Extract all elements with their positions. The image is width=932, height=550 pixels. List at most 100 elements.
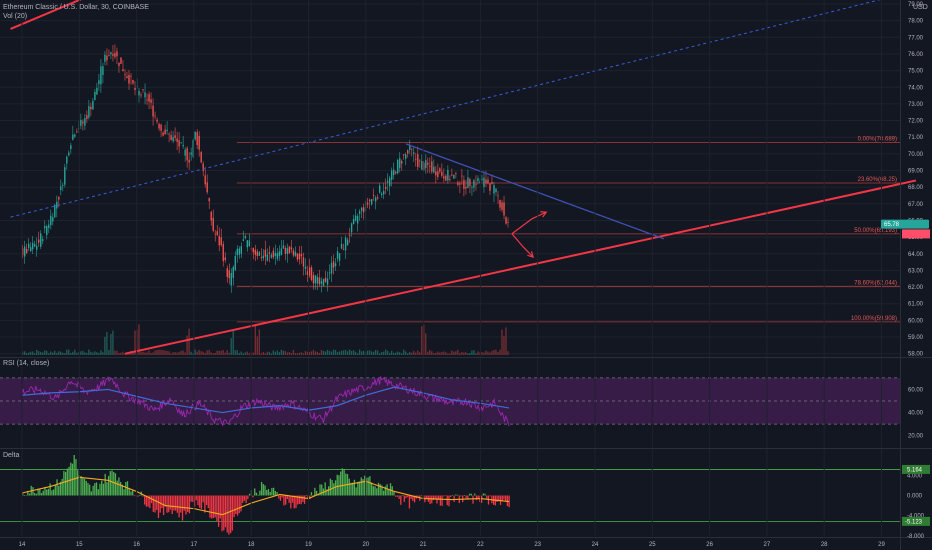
delta-bar xyxy=(77,470,79,496)
rsi-label[interactable]: RSI (14, close) xyxy=(3,360,50,367)
volume-bar xyxy=(210,352,212,355)
candle-body xyxy=(499,200,501,208)
volume-bar xyxy=(332,349,335,355)
delta-bar xyxy=(197,495,199,506)
delta-bar xyxy=(474,493,476,496)
volume-bar xyxy=(322,350,325,355)
candle-body xyxy=(222,244,224,262)
price-pane[interactable]: 0.00%(70.689) 23.60%(68.25) 50.00%(65.193)… xyxy=(0,0,917,355)
delta-bar xyxy=(195,495,197,501)
delta-bar xyxy=(505,495,507,502)
candle-body xyxy=(467,177,469,189)
volume-bar xyxy=(178,351,180,355)
delta-bar xyxy=(448,495,450,507)
delta-bar xyxy=(236,495,239,516)
delta-bar xyxy=(188,495,191,514)
candle-body xyxy=(44,226,46,229)
delta-bar xyxy=(219,495,221,519)
delta-bar xyxy=(85,480,87,496)
volume-bar xyxy=(116,350,118,355)
delta-bar xyxy=(119,481,122,496)
price-tick-label: 63.00 xyxy=(908,268,924,274)
volume-bar xyxy=(148,350,150,355)
delta-bar xyxy=(343,469,345,496)
volume-bar xyxy=(86,352,88,355)
delta-bar xyxy=(180,495,182,513)
delta-bar xyxy=(87,482,89,496)
delta-bar xyxy=(302,495,304,502)
volume-bar xyxy=(52,352,54,355)
delta-bar xyxy=(216,495,218,522)
volume-bar xyxy=(106,331,108,355)
delta-bar xyxy=(68,466,70,496)
delta-bar xyxy=(95,482,98,496)
volume-bar xyxy=(350,350,353,355)
delta-bar xyxy=(229,495,232,534)
rsi-pane[interactable] xyxy=(0,375,900,427)
price-tick-label: 72.00 xyxy=(908,119,924,125)
candle-body xyxy=(493,185,495,194)
candle-body xyxy=(32,242,34,250)
symbol-title[interactable]: Ethereum Classic / U.S. Dollar, 30, COIN… xyxy=(3,4,149,11)
delta-bar xyxy=(176,495,179,513)
delta-bar xyxy=(477,495,479,500)
candle-body xyxy=(84,118,86,126)
candle-body xyxy=(92,100,94,110)
delta-lower-tag xyxy=(902,516,930,526)
delta-bar xyxy=(326,489,328,496)
price-tick-label: 77.00 xyxy=(908,35,924,41)
candle-body xyxy=(473,180,475,188)
candle-body xyxy=(182,144,184,147)
volume-bar xyxy=(278,352,281,355)
volume-bar xyxy=(318,353,321,355)
delta-bar xyxy=(144,495,146,505)
delta-bar xyxy=(40,492,43,496)
delta-bar xyxy=(439,495,442,506)
delta-bar xyxy=(107,475,110,496)
fib-level-label: 50.00%(65.193) xyxy=(854,228,897,234)
volume-bar xyxy=(467,353,469,355)
candle-body xyxy=(138,90,140,96)
volume-bar xyxy=(102,352,104,355)
volume-bar xyxy=(346,351,349,355)
volume-bar xyxy=(352,350,355,355)
delta-bar xyxy=(281,495,283,498)
candle-body xyxy=(463,179,465,189)
delta-bar xyxy=(295,495,297,509)
delta-bar xyxy=(164,495,166,507)
delta-bar xyxy=(130,491,132,496)
volume-bar xyxy=(429,349,431,355)
delta-tick-label: 4.000 xyxy=(907,473,923,479)
volume-bar xyxy=(445,352,447,355)
candle-body xyxy=(501,202,503,210)
candle-body xyxy=(495,188,497,193)
volume-bar xyxy=(260,353,262,355)
volume-bar xyxy=(188,328,190,355)
volume-bar xyxy=(368,350,371,355)
candle-body xyxy=(204,175,206,185)
volume-bar xyxy=(32,351,34,355)
volume-bar xyxy=(112,330,114,355)
volume-bar xyxy=(461,351,463,355)
delta-bar xyxy=(434,495,436,500)
last-price-tag xyxy=(881,219,929,229)
volume-bar xyxy=(485,350,487,355)
volume-label[interactable]: Vol (20) xyxy=(3,13,28,20)
candle-body xyxy=(126,76,128,78)
delta-bar xyxy=(39,488,41,496)
candle-body xyxy=(258,252,261,256)
delta-bar xyxy=(56,479,58,496)
candle-body xyxy=(461,175,463,177)
volume-bar xyxy=(44,350,46,355)
delta-bar xyxy=(360,477,362,496)
volume-bar xyxy=(42,352,44,355)
candle-body xyxy=(208,198,210,202)
candle-body xyxy=(441,171,443,176)
candle-body xyxy=(427,162,429,165)
delta-bar xyxy=(223,495,225,531)
delta-pane[interactable] xyxy=(0,455,900,535)
price-tick-label: 75.00 xyxy=(908,69,924,75)
candle-body xyxy=(192,140,194,157)
delta-label[interactable]: Delta xyxy=(3,452,20,459)
